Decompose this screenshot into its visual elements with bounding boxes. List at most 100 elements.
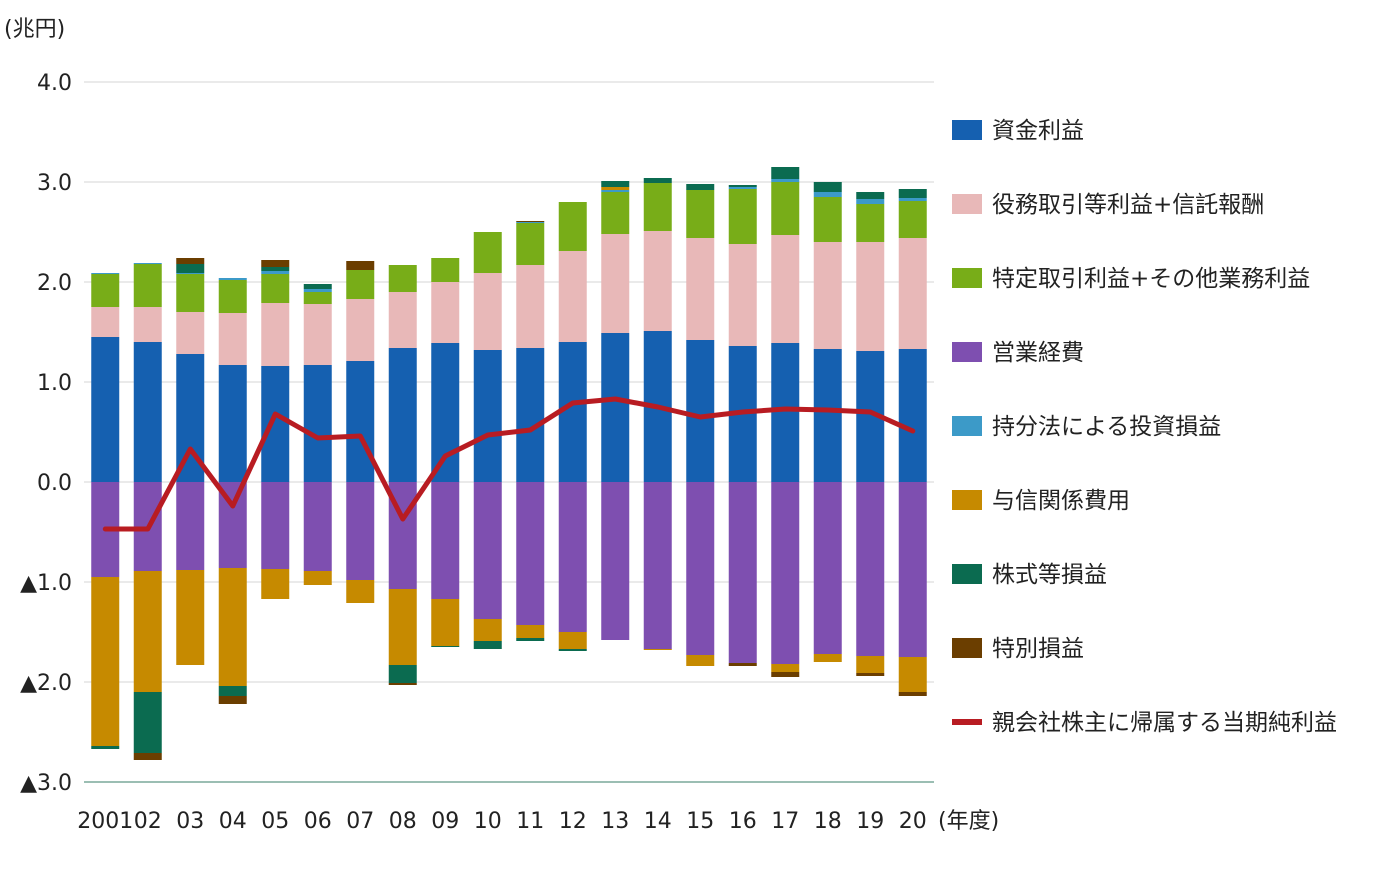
bar-segment — [261, 274, 290, 303]
bar-segment — [601, 190, 630, 192]
bar-segment — [218, 696, 247, 704]
bar-segment — [91, 274, 120, 307]
bar-segment — [473, 232, 502, 273]
y-tick-label: 4.0 — [37, 71, 72, 96]
bar-segment — [558, 251, 587, 342]
bar-segment — [133, 571, 162, 692]
bar-segment — [261, 267, 290, 271]
x-tick-label: 14 — [644, 809, 672, 834]
bar-segment — [346, 261, 375, 270]
bar-segment — [686, 482, 715, 655]
legend: 資金利益役務取引等利益+信託報酬特定取引利益+その他業務利益営業経費持分法による… — [952, 118, 1337, 736]
net-income-line — [102, 396, 916, 532]
bar-segment — [473, 273, 502, 350]
bar-segment — [643, 231, 672, 331]
x-tick-label: 07 — [346, 809, 374, 834]
bar-segment — [388, 589, 417, 665]
bar-segment — [473, 641, 502, 649]
bar-segment — [686, 655, 715, 666]
y-tick-label: ▲1.0 — [20, 571, 72, 596]
bar-segment — [346, 580, 375, 603]
bar-segment — [898, 692, 927, 696]
bar-segment — [898, 198, 927, 201]
bar-segment — [856, 192, 885, 199]
bar-segment — [261, 569, 290, 599]
bar-segment — [516, 265, 545, 348]
bar-segment — [176, 482, 205, 570]
bar-segment — [516, 482, 545, 625]
x-tick-label: 16 — [729, 809, 757, 834]
legend-swatch — [952, 342, 982, 362]
bar-segment — [856, 199, 885, 204]
legend-swatch — [952, 638, 982, 658]
bar-segment — [558, 649, 587, 651]
bar-segment — [643, 649, 672, 650]
legend-swatch-line — [952, 719, 982, 725]
x-tick-label: 08 — [389, 809, 417, 834]
bar-segment — [558, 482, 587, 632]
bar-segment — [686, 340, 715, 482]
bar-segment — [218, 313, 247, 365]
bar-segment — [388, 348, 417, 482]
bar-segment — [728, 185, 757, 187]
bar-segment — [431, 282, 460, 343]
bar-segment — [728, 189, 757, 244]
bar-segment — [643, 482, 672, 649]
bar-segment — [133, 307, 162, 342]
bar-segment — [601, 234, 630, 333]
bar-segment — [133, 342, 162, 482]
bar-segment — [261, 366, 290, 482]
bar-segment — [856, 204, 885, 242]
bar-segment — [771, 482, 800, 664]
bar-segment — [813, 349, 842, 482]
bar-segment — [303, 571, 332, 585]
bar-segment — [261, 303, 290, 366]
bar-segment — [431, 599, 460, 646]
bar-segment — [813, 482, 842, 654]
bar-segment — [303, 365, 332, 482]
bar-segment — [388, 265, 417, 292]
bar-segment — [813, 654, 842, 662]
x-unit-label: (年度) — [938, 809, 999, 834]
bar-segment — [813, 192, 842, 197]
bar-segment — [431, 482, 460, 599]
bar-segment — [516, 221, 545, 222]
legend-swatch — [952, 268, 982, 288]
bar-segment — [856, 482, 885, 656]
bar-segment — [218, 278, 247, 280]
x-tick-label: 10 — [474, 809, 502, 834]
bar-segment — [898, 657, 927, 692]
bar-segment — [771, 179, 800, 182]
bar-segment — [261, 482, 290, 569]
y-tick-label: 2.0 — [37, 271, 72, 296]
x-tick-label: 19 — [856, 809, 884, 834]
bar-segment — [431, 343, 460, 482]
bar-segment — [346, 299, 375, 361]
x-tick-label: 13 — [601, 809, 629, 834]
bar-segment — [261, 260, 290, 267]
legend-swatch — [952, 490, 982, 510]
bar-segment — [176, 570, 205, 665]
bar-segment — [218, 365, 247, 482]
bar-segment — [133, 753, 162, 760]
net-income-line-layer — [102, 396, 916, 532]
legend-label: 役務取引等利益+信託報酬 — [992, 192, 1264, 218]
x-tick-label: 02 — [134, 809, 162, 834]
legend-label: 特定取引利益+その他業務利益 — [992, 266, 1310, 292]
bar-segment — [771, 235, 800, 343]
bar-segment — [601, 482, 630, 640]
bar-segment — [388, 683, 417, 685]
bar-segment — [813, 242, 842, 349]
bar-segment — [643, 183, 672, 231]
legend-label: 親会社株主に帰属する当期純利益 — [992, 710, 1337, 736]
bar-segment — [91, 337, 120, 482]
bar-segment — [176, 273, 205, 274]
x-tick-label: 17 — [771, 809, 799, 834]
bar-segment — [813, 197, 842, 242]
legend-label: 株式等損益 — [992, 562, 1107, 588]
x-tick-label: 04 — [219, 809, 247, 834]
legend-swatch — [952, 416, 982, 436]
bar-segment — [261, 271, 290, 274]
bar-segment — [473, 350, 502, 482]
bar-segment — [686, 238, 715, 340]
